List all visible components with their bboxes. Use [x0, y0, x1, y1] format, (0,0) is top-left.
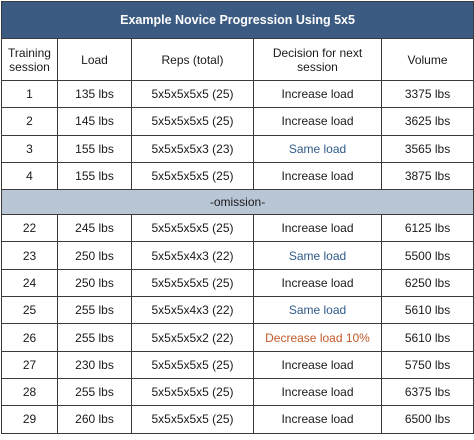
cell-session: 22: [1, 214, 58, 243]
cell-load: 255 lbs: [57, 296, 132, 325]
table-row: 22 245 lbs 5x5x5x5x5 (25) Increase load 6125…: [1, 214, 474, 243]
cell-decision: Increase load: [253, 405, 382, 434]
cell-session: 29: [1, 405, 58, 434]
cell-decision: Increase load: [253, 107, 382, 136]
cell-decision: Increase load: [253, 350, 382, 379]
cell-reps: 5x5x5x5x5 (25): [131, 79, 254, 109]
header-reps-total: Reps (total): [131, 38, 254, 81]
cell-load: 250 lbs: [57, 241, 132, 270]
cell-reps: 5x5x5x5x5 (25): [131, 350, 254, 379]
omission-section: -omission-: [0, 189, 474, 216]
table-row: 1 135 lbs 5x5x5x5x5 (25) Increase load 3375 …: [1, 79, 474, 109]
cell-session: 25: [1, 296, 58, 325]
header-decision: Decision for next session: [253, 38, 382, 81]
cell-reps: 5x5x5x5x5 (25): [131, 214, 254, 243]
cell-volume: 3625 lbs: [380, 107, 474, 136]
cell-reps: 5x5x5x4x3 (22): [131, 241, 254, 270]
cell-decision: Same load: [253, 296, 382, 325]
cell-decision: Increase load: [253, 268, 382, 298]
omission-label: -omission-: [0, 189, 474, 216]
cell-reps: 5x5x5x5x2 (22): [131, 323, 254, 352]
table-row: 24 250 lbs 5x5x5x5x5 (25) Increase load 6250…: [1, 268, 474, 298]
header-load: Load: [57, 38, 132, 81]
cell-load: 255 lbs: [57, 377, 132, 407]
table-row: 2 145 lbs 5x5x5x5x5 (25) Increase load 3625 …: [1, 107, 474, 136]
table-row: 23 250 lbs 5x5x5x4x3 (22) Same load 5500 lbs: [1, 241, 474, 270]
header-training-session: Training session: [1, 38, 58, 81]
cell-load: 255 lbs: [57, 323, 132, 352]
cell-volume: 3565 lbs: [380, 134, 474, 163]
cell-reps: 5x5x5x5x5 (25): [131, 268, 254, 298]
rows-after-omission: 22 245 lbs 5x5x5x5x5 (25) Increase load 6125…: [1, 214, 474, 434]
cell-load: 155 lbs: [57, 134, 132, 163]
table-row: 4 155 lbs 5x5x5x5x5 (25) Increase load 3875 …: [1, 161, 474, 191]
rows-before-omission: 1 135 lbs 5x5x5x5x5 (25) Increase load 3375 …: [1, 79, 474, 191]
cell-session: 24: [1, 268, 58, 298]
table-title-row: Example Novice Progression Using 5x5: [0, 1, 474, 39]
cell-volume: 6125 lbs: [380, 214, 474, 243]
cell-load: 250 lbs: [57, 268, 132, 298]
cell-session: 23: [1, 241, 58, 270]
header-volume: Volume: [380, 38, 474, 81]
cell-volume: 5610 lbs: [380, 323, 474, 352]
column-header-row: Training session Load Reps (total) Decis…: [1, 38, 474, 81]
cell-session: 28: [1, 377, 58, 407]
cell-decision: Decrease load 10%: [253, 323, 382, 352]
table-row: 28 255 lbs 5x5x5x5x5 (25) Increase load 6375…: [1, 377, 474, 407]
cell-session: 27: [1, 350, 58, 379]
table-row: 26 255 lbs 5x5x5x5x2 (22) Decrease load 10%…: [1, 323, 474, 352]
cell-load: 135 lbs: [57, 79, 132, 109]
omission-row: -omission-: [0, 189, 474, 216]
cell-reps: 5x5x5x5x5 (25): [131, 161, 254, 191]
cell-volume: 3375 lbs: [380, 79, 474, 109]
cell-reps: 5x5x5x5x3 (23): [131, 134, 254, 163]
cell-volume: 3875 lbs: [380, 161, 474, 191]
cell-decision: Increase load: [253, 377, 382, 407]
table-row: 25 255 lbs 5x5x5x4x3 (22) Same load 5610 lbs: [1, 296, 474, 325]
cell-load: 155 lbs: [57, 161, 132, 191]
cell-session: 2: [1, 107, 58, 136]
cell-volume: 6500 lbs: [380, 405, 474, 434]
cell-decision: Increase load: [253, 161, 382, 191]
table-row: 27 230 lbs 5x5x5x5x5 (25) Increase load 5750…: [1, 350, 474, 379]
cell-load: 260 lbs: [57, 405, 132, 434]
cell-decision: Same load: [253, 134, 382, 163]
cell-volume: 6250 lbs: [380, 268, 474, 298]
cell-decision: Same load: [253, 241, 382, 270]
cell-volume: 5610 lbs: [380, 296, 474, 325]
cell-session: 3: [1, 134, 58, 163]
cell-decision: Increase load: [253, 214, 382, 243]
cell-volume: 5750 lbs: [380, 350, 474, 379]
cell-reps: 5x5x5x5x5 (25): [131, 107, 254, 136]
cell-decision: Increase load: [253, 79, 382, 109]
cell-reps: 5x5x5x5x5 (25): [131, 405, 254, 434]
table-row: 3 155 lbs 5x5x5x5x3 (23) Same load 3565 lbs: [1, 134, 474, 163]
cell-load: 245 lbs: [57, 214, 132, 243]
cell-volume: 6375 lbs: [380, 377, 474, 407]
cell-load: 145 lbs: [57, 107, 132, 136]
cell-session: 1: [1, 79, 58, 109]
cell-reps: 5x5x5x5x5 (25): [131, 377, 254, 407]
cell-session: 26: [1, 323, 58, 352]
cell-load: 230 lbs: [57, 350, 132, 379]
cell-volume: 5500 lbs: [380, 241, 474, 270]
cell-session: 4: [1, 161, 58, 191]
cell-reps: 5x5x5x4x3 (22): [131, 296, 254, 325]
table-row: 29 260 lbs 5x5x5x5x5 (25) Increase load 6500…: [1, 405, 474, 434]
table-title: Example Novice Progression Using 5x5: [0, 1, 474, 39]
